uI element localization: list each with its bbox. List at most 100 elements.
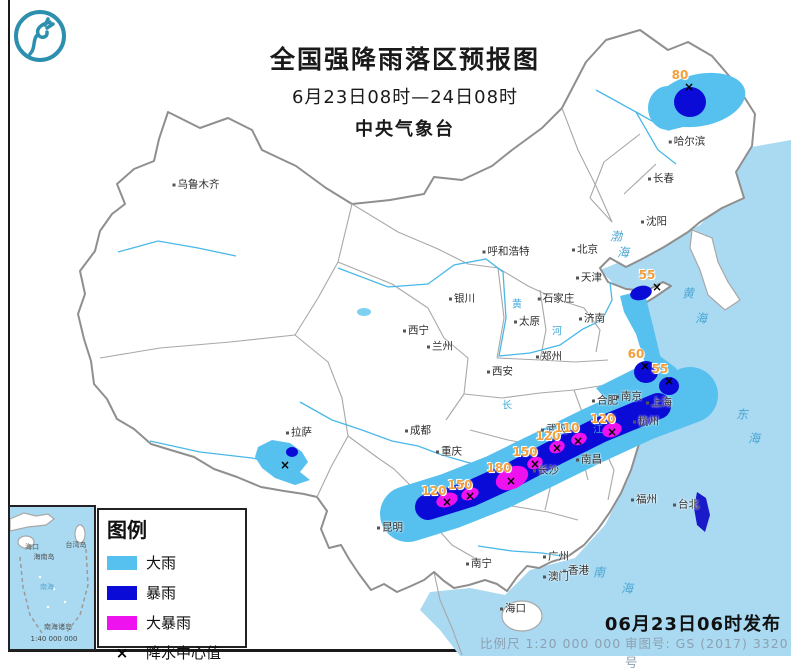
city-label: 武汉 [541, 422, 567, 437]
province-borders [99, 107, 657, 561]
legend-items: 大雨 暴雨 大暴雨 [107, 552, 237, 633]
city-label: 乌鲁木齐 [172, 177, 220, 192]
agency-name: 中央气象台 [354, 119, 455, 140]
legend-box: 图例 大雨暴雨大暴雨 × 降水中心值 [97, 508, 247, 662]
river-label: 黄 [512, 299, 522, 311]
sea-label: 海 [620, 581, 634, 596]
legend-item-label: 大暴雨 [146, 614, 192, 632]
city-label: 重庆 [436, 444, 462, 459]
forecast-period: 6月23日08时—24日08时 [291, 87, 519, 108]
city-label: 成都 [405, 423, 431, 438]
map-frame [8, 0, 791, 652]
city-label: 台北 [673, 497, 699, 512]
city-label: 长沙 [533, 463, 559, 478]
city-label: 长春 [648, 171, 674, 186]
inset-label: 台湾岛 [65, 541, 87, 549]
sea-label: 渤 [609, 229, 623, 244]
city-label: 香港 [563, 563, 589, 578]
city-label: 广州 [543, 549, 569, 564]
river-label: 长 [502, 400, 512, 412]
sea-label: 黄 [681, 286, 695, 301]
precip-center-x-icon: × [651, 280, 663, 294]
sea-label: 南 [592, 565, 606, 580]
precip-center-x-icon: × [683, 80, 695, 94]
legend-title: 图例 [107, 518, 147, 542]
city-label: 拉萨 [286, 425, 312, 440]
title-block: 全国强降雨落区预报图 6月23日08时—24日08时 中央气象台 [270, 40, 540, 141]
korea-landmass [689, 229, 741, 311]
precip-center-x-icon: × [464, 489, 476, 503]
precip-center-x-icon: × [115, 643, 129, 662]
legend-item: 大雨 [107, 552, 237, 573]
cma-logo-icon [14, 10, 66, 62]
precip-center-x-icon: × [529, 457, 541, 471]
rain-center-value: 120 [535, 429, 561, 443]
rain-center-value: 55 [638, 268, 656, 282]
legend-marker-label: 降水中心值 [146, 644, 222, 662]
rain-area-heavy-storm [436, 422, 622, 508]
approval-number: 审图号: GS (2017) 3320号 [625, 636, 789, 670]
south-china-sea-inset: 海口 海南岛 台湾岛 南海 南海诸岛 1:40 000 000 [8, 505, 96, 651]
precip-center-x-icon: × [639, 359, 651, 373]
sea-label: 海 [694, 311, 708, 326]
city-label: 天津 [576, 270, 602, 285]
precip-center-x-icon: × [279, 458, 291, 472]
rain-center-value: 80 [671, 68, 689, 82]
inset-label: 海南岛 [33, 553, 55, 561]
inset-map-art [10, 512, 89, 634]
city-label: 南宁 [466, 556, 492, 571]
legend-swatch [107, 615, 137, 630]
inset-label: 南海 [40, 583, 54, 591]
rain-center-value: 150 [512, 445, 538, 459]
vietnam-border [433, 571, 463, 656]
precip-center-x-icon: × [606, 425, 618, 439]
legend-item: 暴雨 [107, 582, 237, 603]
city-label: 兰州 [427, 339, 453, 354]
inset-label: 海口 [25, 543, 39, 551]
china-weather-map [77, 29, 791, 656]
city-label: 西安 [487, 364, 513, 379]
rain-center-value: 150 [447, 478, 473, 492]
city-label: 沈阳 [641, 214, 667, 229]
city-label: 杭州 [633, 414, 659, 429]
city-label: 济南 [579, 311, 605, 326]
city-label: 呼和浩特 [482, 244, 530, 259]
city-label: 福州 [631, 492, 657, 507]
legend-swatch [107, 585, 137, 600]
rain-center-value: 60 [627, 347, 645, 361]
river-label: 河 [552, 326, 562, 338]
rain-center-value: 110 [554, 421, 580, 435]
city-label: 哈尔滨 [668, 134, 705, 149]
city-label: 北京 [572, 242, 598, 257]
city-label: 西宁 [403, 323, 429, 338]
qinghai-lake [357, 308, 371, 316]
legend-item-label: 大雨 [146, 554, 177, 572]
city-label: 太原 [514, 314, 540, 329]
river-label: 江 [593, 424, 603, 436]
hainan-island [501, 600, 543, 632]
legend-marker-row: × 降水中心值 [107, 642, 237, 663]
precip-center-x-icon: × [663, 374, 675, 388]
city-label: 郑州 [536, 349, 562, 364]
city-label: 澳门 [543, 569, 569, 584]
sea-label: 海 [747, 431, 761, 446]
page-title: 全国强降雨落区预报图 [269, 45, 541, 74]
rain-center-value: 180 [486, 461, 512, 475]
rain-center-value: 55 [651, 362, 669, 376]
inset-label: 南海诸岛 [44, 623, 72, 631]
precip-center-x-icon: × [441, 495, 453, 509]
city-label: 上海 [646, 395, 672, 410]
map-scale: 比例尺 1:20 000 000 [480, 636, 622, 651]
city-label: 银川 [449, 291, 475, 306]
city-label: 海口 [500, 601, 526, 616]
precip-center-x-icon: × [572, 434, 584, 448]
precip-center-x-icon: × [505, 474, 517, 488]
precip-center-x-icon: × [551, 441, 563, 455]
legend-item: 大暴雨 [107, 612, 237, 633]
legend-item-label: 暴雨 [146, 584, 177, 602]
release-time: 06月23日06时发布 [604, 614, 781, 635]
sea-area [420, 140, 791, 656]
city-label: 南昌 [576, 452, 602, 467]
rain-center-value: 120 [421, 484, 447, 498]
city-label: 南京 [616, 389, 642, 404]
